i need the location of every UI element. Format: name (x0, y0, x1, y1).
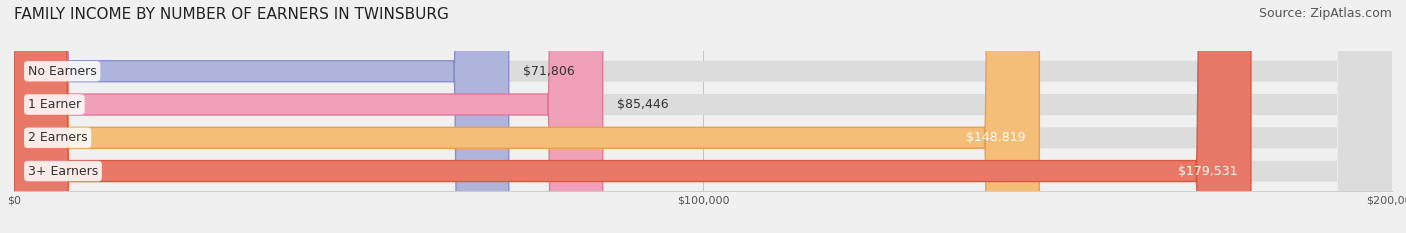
Text: 3+ Earners: 3+ Earners (28, 164, 98, 178)
Text: Source: ZipAtlas.com: Source: ZipAtlas.com (1258, 7, 1392, 20)
Text: $85,446: $85,446 (616, 98, 668, 111)
FancyBboxPatch shape (14, 0, 1392, 233)
Text: $179,531: $179,531 (1178, 164, 1237, 178)
Text: $148,819: $148,819 (966, 131, 1025, 144)
FancyBboxPatch shape (14, 0, 1392, 233)
Text: $71,806: $71,806 (523, 65, 574, 78)
Text: 1 Earner: 1 Earner (28, 98, 82, 111)
Text: FAMILY INCOME BY NUMBER OF EARNERS IN TWINSBURG: FAMILY INCOME BY NUMBER OF EARNERS IN TW… (14, 7, 449, 22)
FancyBboxPatch shape (14, 0, 1039, 233)
FancyBboxPatch shape (14, 0, 1392, 233)
Text: No Earners: No Earners (28, 65, 97, 78)
FancyBboxPatch shape (14, 0, 1392, 233)
FancyBboxPatch shape (14, 0, 603, 233)
FancyBboxPatch shape (14, 0, 509, 233)
Text: 2 Earners: 2 Earners (28, 131, 87, 144)
FancyBboxPatch shape (14, 0, 1251, 233)
